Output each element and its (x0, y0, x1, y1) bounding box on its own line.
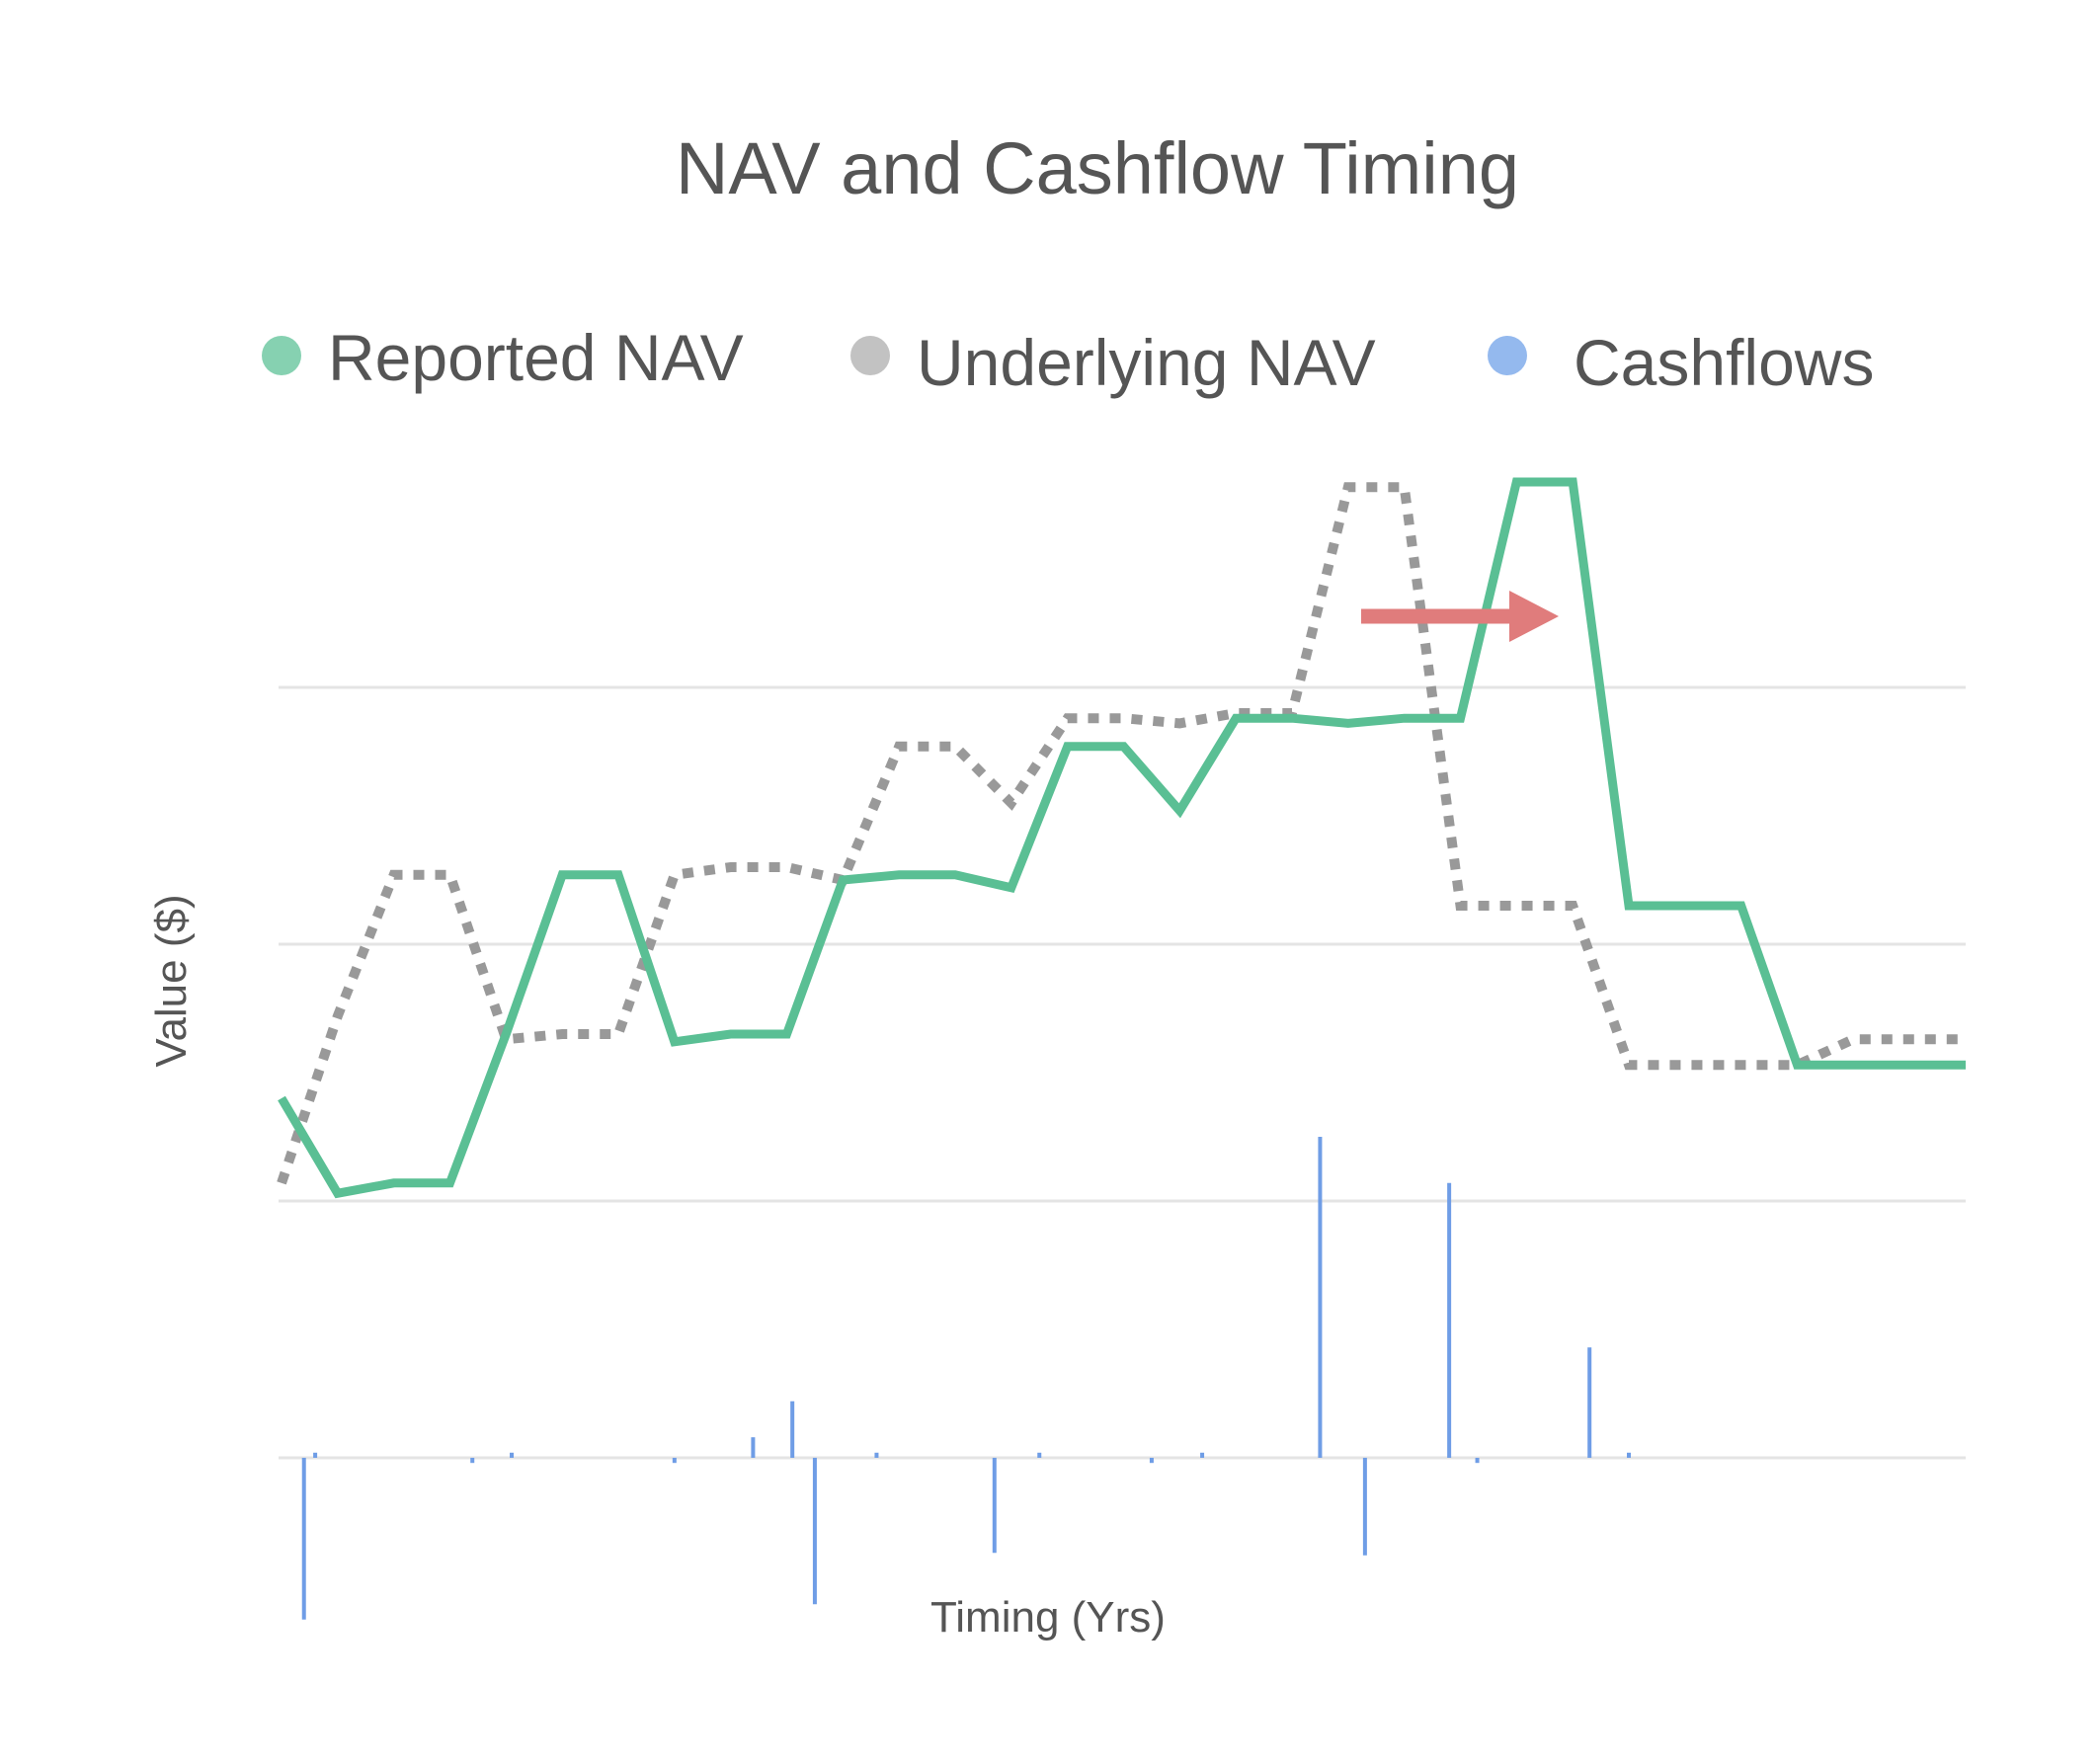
legend-label-cashflows: Cashflows (1574, 326, 1874, 399)
legend-item-reported-nav[interactable]: Reported NAV (262, 321, 744, 394)
y-axis-label: Value ($) (147, 894, 196, 1067)
legend-dot-reported-nav (262, 336, 301, 375)
underlying-nav-line (277, 482, 1966, 1185)
line-series (277, 477, 1966, 1199)
chart-title: NAV and Cashflow Timing (675, 127, 1520, 209)
legend: Reported NAV Underlying NAV Cashflows (262, 321, 1874, 399)
x-axis-label: Timing (Yrs) (930, 1593, 1166, 1642)
legend-dot-cashflows (1488, 336, 1527, 375)
reported-nav-line (278, 477, 1966, 1199)
shift-arrow-head (1509, 591, 1559, 642)
legend-label-underlying-nav: Underlying NAV (917, 326, 1376, 399)
legend-item-underlying-nav[interactable]: Underlying NAV (850, 326, 1376, 399)
legend-dot-underlying-nav (850, 336, 890, 375)
gridlines (279, 685, 1966, 1460)
cashflow-bars (301, 1137, 1631, 1620)
legend-item-cashflows[interactable]: Cashflows (1488, 326, 1874, 399)
legend-label-reported-nav: Reported NAV (328, 321, 744, 394)
shift-arrow-annotation (1361, 591, 1559, 642)
